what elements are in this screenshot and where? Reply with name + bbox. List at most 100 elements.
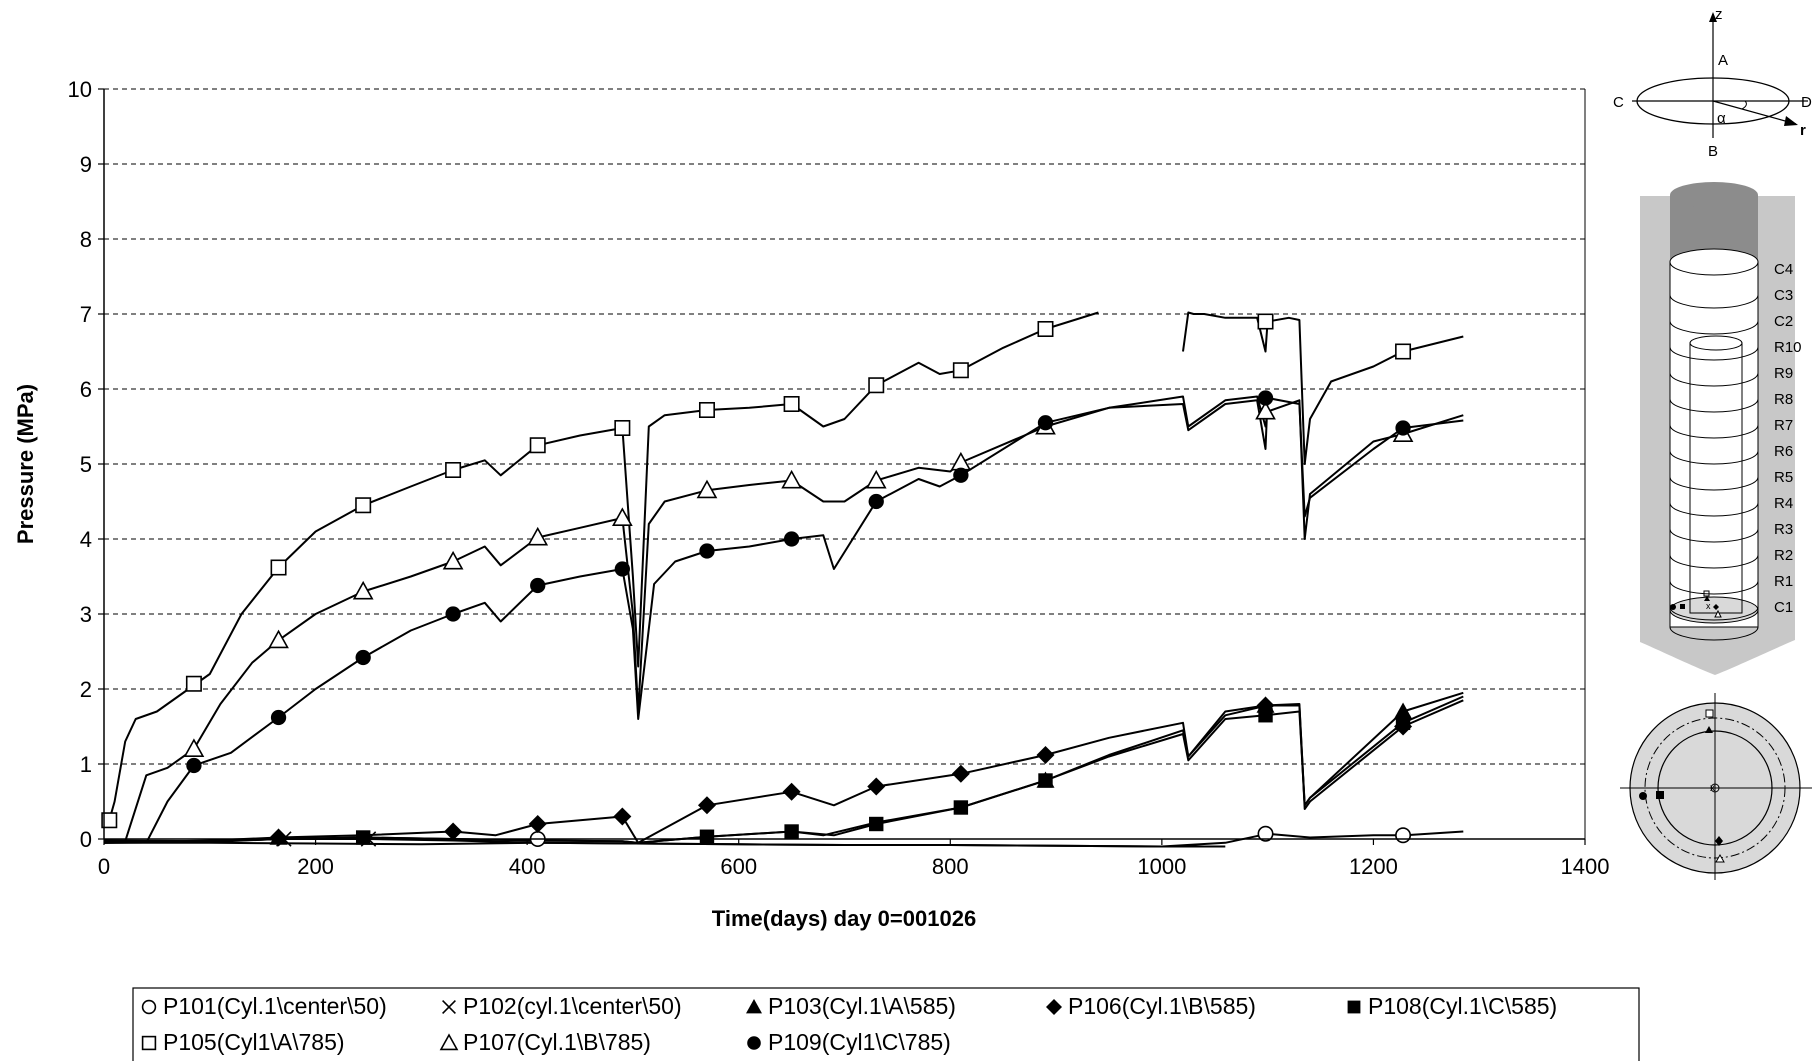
sensor-markers-section: x [1670,590,1722,618]
legend-label: P108(Cyl.1\C\585) [1368,993,1557,1019]
y-tick-label: 4 [80,527,92,552]
marker-p105 [185,675,202,692]
marker-p107 [352,580,374,600]
marker-p109 [783,531,800,547]
grid [104,88,1585,765]
legend: P101(Cyl.1\center\50) P102(cyl.1\center\5… [132,987,1640,1061]
marker-p109 [270,709,287,726]
sensor-filled-triangle [1704,596,1710,601]
legend-items: P101(Cyl.1\center\50) P102(cyl.1\center\5… [141,993,1557,1055]
ring-label: R7 [1774,417,1793,434]
series-lines [103,311,1464,848]
ring-label: R4 [1774,495,1793,512]
x-tick-label: 200 [297,854,334,879]
marker-p109 [699,543,715,559]
y-tick-label: 2 [80,677,92,702]
ring-line [1669,372,1759,387]
point-d-label: D [1801,94,1812,111]
legend-marker-open-circle [141,999,157,1015]
plan-filled-diamond [1715,836,1723,846]
y-tick-label: 1 [80,752,92,777]
marker-p106 [782,782,801,801]
marker-p106 [867,777,886,796]
ring-label: C1 [1774,599,1793,616]
marker-p106 [613,807,632,826]
y-tick-label: 8 [80,227,92,252]
marker-p108 [869,816,884,832]
r-axis-line [1712,100,1797,125]
marker-p105 [1037,320,1054,337]
x-tick-label: 600 [720,854,757,879]
marker-p109 [530,577,546,594]
marker-p106 [269,828,288,847]
legend-marker-filled-triangle [746,999,762,1014]
legend-label: P107(Cyl.1\B\785) [463,1029,651,1055]
sensor-filled-square [1680,604,1685,609]
marker-p105 [614,419,631,436]
ring-label: R6 [1774,443,1793,460]
legend-label: P102(cyl.1\center\50) [463,993,682,1019]
series-line-p105-cyl1-a-785-late [1182,311,1464,465]
ring-label: C3 [1774,287,1793,304]
series-line-p107-cyl-1-b-785 [103,395,1464,844]
y-tick-label: 6 [80,377,92,402]
borehole-section: C4 C3 C2 R10 R9 R8 R7 R6 R5 R4 R3 R2 R1 C1 x [1640,182,1802,675]
outer-cylinder [1669,261,1759,628]
x-tick-label: 0 [98,854,110,879]
ring-line [1669,398,1759,413]
sensor-x: x [1706,601,1711,611]
ring-line [1669,450,1759,465]
ring-line [1669,476,1759,491]
marker-p105 [445,461,462,478]
ring-label: R5 [1774,469,1793,486]
y-tick-labels: 0 1 2 3 4 5 6 7 8 9 10 [68,77,104,852]
marker-p107 [865,469,887,489]
x-tick-label: 400 [509,854,546,879]
legend-marker-open-triangle [439,1033,459,1051]
ring-line [1669,606,1759,621]
marker-p109 [868,493,884,510]
marker-p107 [527,526,549,546]
ring-line [1669,502,1759,517]
marker-p107 [442,550,464,570]
ring-line [1669,580,1759,595]
sensor-open-triangle [1714,609,1722,618]
ring-line [1669,424,1759,439]
marker-p105 [529,437,546,454]
marker-p106 [697,796,716,815]
marker-p107 [183,738,205,758]
x-tick-label: 1000 [1137,854,1186,879]
borehole-diagram: z A B C D α r C4 C3 C2 R10 R9 R8 R7 R6 R5 R4 R3 R2 R… [1613,6,1812,880]
y-tick-label: 0 [80,827,92,852]
marker-p107 [611,507,633,527]
plan-open-square [1705,709,1714,718]
marker-p105 [1257,313,1274,330]
marker-p106 [528,815,547,833]
legend-label: P103(Cyl.1\A\585) [768,993,956,1019]
marker-p106 [951,764,970,783]
ring-label: R3 [1774,521,1793,538]
marker-p109 [355,649,371,666]
plan-x: x [1710,783,1715,794]
legend-box [132,987,1640,1061]
marker-p105 [1395,343,1412,360]
marker-p108 [1395,715,1411,730]
marker-p105 [952,362,969,379]
sensor-filled-diamond [1713,604,1719,610]
marker-p108 [355,830,371,845]
marker-p106 [1036,746,1055,764]
ring-label: C2 [1774,313,1793,330]
legend-label: P109(Cyl1\C\785) [768,1029,951,1055]
axis-z-label: z [1715,6,1723,23]
marker-p107 [950,451,972,471]
marker-p109 [1395,420,1411,436]
marker-p109 [1257,390,1274,406]
marker-p105 [783,395,800,412]
marker-p103 [1394,702,1413,719]
marker-p105 [270,559,287,576]
marker-p108 [784,824,799,839]
concrete-plug-top [1670,182,1758,208]
inner-cylinder-top [1689,335,1743,351]
legend-marker-filled-square [1347,1000,1361,1014]
legend-marker-filled-diamond [1046,999,1062,1015]
